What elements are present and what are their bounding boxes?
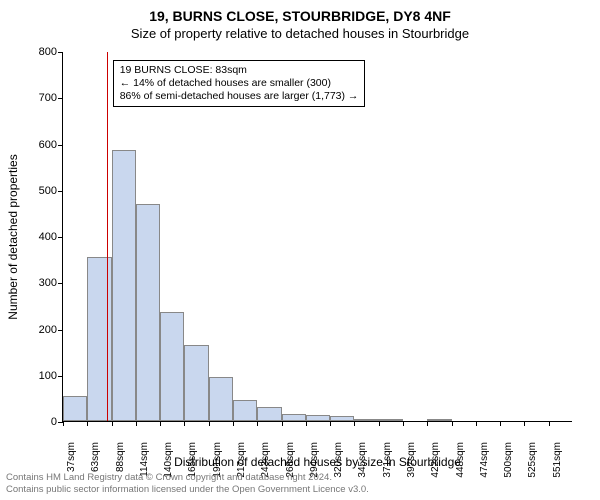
y-tick-label: 700 [23,92,57,104]
x-tick-label: 525sqm [527,442,538,478]
footer-line-2: Contains public sector information licen… [6,484,369,496]
histogram-bar [136,204,160,421]
x-tick-mark [549,421,550,426]
y-tick-mark [58,237,63,238]
y-tick-label: 200 [23,324,57,336]
x-tick-mark [282,421,283,426]
annotation-box: 19 BURNS CLOSE: 83sqm← 14% of detached h… [113,60,366,107]
histogram-bar [282,414,306,421]
x-tick-mark [354,421,355,426]
x-tick-label: 448sqm [455,442,466,478]
y-tick-mark [58,52,63,53]
y-tick-label: 100 [23,370,57,382]
y-tick-label: 800 [23,46,57,58]
x-tick-label: 371sqm [382,442,393,478]
x-tick-label: 551sqm [552,442,563,478]
y-tick-mark [58,376,63,377]
y-tick-label: 400 [23,231,57,243]
annotation-line-1: 19 BURNS CLOSE: 83sqm [120,64,359,77]
property-marker-line [107,52,109,421]
annotation-line-2: ← 14% of detached houses are smaller (30… [120,77,359,90]
x-tick-mark [427,421,428,426]
histogram-bar [112,150,136,421]
y-tick-label: 300 [23,277,57,289]
y-tick-label: 0 [23,416,57,428]
x-tick-mark [379,421,380,426]
x-tick-label: 37sqm [66,442,77,472]
histogram-bar [306,415,330,421]
chart-supertitle: 19, BURNS CLOSE, STOURBRIDGE, DY8 4NF [0,0,600,24]
histogram-bar [160,312,184,421]
y-tick-mark [58,330,63,331]
x-tick-mark [209,421,210,426]
histogram-bar [427,419,451,421]
x-tick-label: 422sqm [430,442,441,478]
chart-title: Size of property relative to detached ho… [0,24,600,45]
x-tick-mark [500,421,501,426]
histogram-bar [257,407,281,421]
footer-attribution: Contains HM Land Registry data © Crown c… [6,472,369,496]
y-tick-label: 500 [23,185,57,197]
histogram-bar [233,400,257,421]
x-tick-mark [87,421,88,426]
footer-line-1: Contains HM Land Registry data © Crown c… [6,472,369,484]
histogram-bar [184,345,208,421]
plot-area: Number of detached properties Distributi… [62,52,572,422]
x-tick-mark [306,421,307,426]
annotation-line-3: 86% of semi-detached houses are larger (… [120,90,359,103]
chart: Number of detached properties Distributi… [62,52,572,422]
x-tick-mark [403,421,404,426]
histogram-bar [63,396,87,421]
y-tick-mark [58,98,63,99]
x-tick-mark [160,421,161,426]
x-tick-label: 88sqm [115,442,126,472]
y-tick-mark [58,145,63,146]
y-tick-label: 600 [23,139,57,151]
histogram-bar [330,416,354,421]
x-tick-mark [184,421,185,426]
x-tick-mark [233,421,234,426]
x-tick-mark [63,421,64,426]
x-tick-label: 397sqm [406,442,417,478]
x-tick-label: 63sqm [90,442,101,472]
x-tick-label: 474sqm [479,442,490,478]
x-tick-mark [257,421,258,426]
x-tick-mark [452,421,453,426]
x-tick-mark [330,421,331,426]
x-tick-mark [112,421,113,426]
histogram-bar [379,419,403,421]
x-tick-label: 500sqm [503,442,514,478]
y-tick-mark [58,283,63,284]
x-tick-mark [476,421,477,426]
x-tick-mark [524,421,525,426]
histogram-bar [209,377,233,421]
x-tick-mark [136,421,137,426]
y-axis-label: Number of detached properties [6,154,20,319]
y-tick-mark [58,191,63,192]
histogram-bar [354,419,378,421]
